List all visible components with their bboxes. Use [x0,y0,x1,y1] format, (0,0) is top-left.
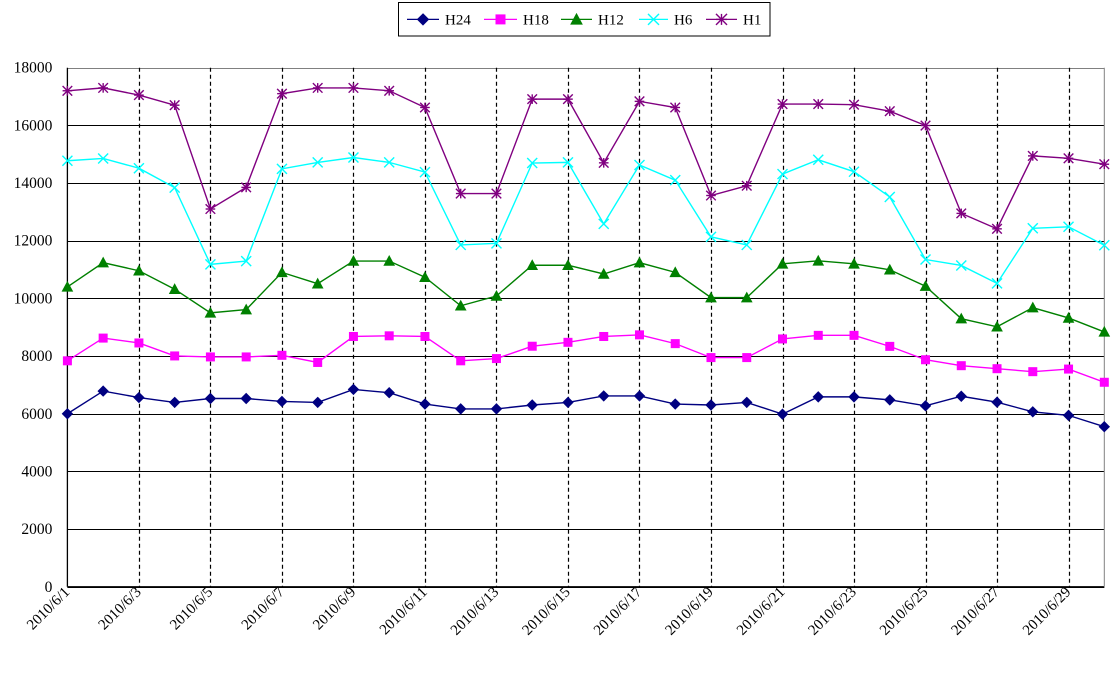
svg-text:H12: H12 [598,12,624,28]
svg-text:2010/6/15: 2010/6/15 [519,584,573,638]
svg-text:H24: H24 [445,12,471,28]
svg-text:4000: 4000 [21,463,52,480]
svg-text:2010/6/19: 2010/6/19 [662,584,716,638]
svg-text:6000: 6000 [21,406,52,423]
svg-text:H6: H6 [674,12,693,28]
svg-text:2010/6/3: 2010/6/3 [96,584,145,633]
svg-text:H18: H18 [523,12,549,28]
svg-text:2010/6/29: 2010/6/29 [1020,584,1074,638]
svg-text:2010/6/5: 2010/6/5 [167,584,216,633]
svg-text:2010/6/21: 2010/6/21 [734,584,788,638]
svg-text:2010/6/9: 2010/6/9 [310,584,359,633]
svg-text:2010/6/23: 2010/6/23 [806,584,860,638]
svg-text:8000: 8000 [21,348,52,365]
svg-text:H1: H1 [743,12,761,28]
svg-text:2000: 2000 [21,521,52,538]
svg-text:10000: 10000 [14,290,53,307]
svg-text:2010/6/27: 2010/6/27 [949,584,1004,639]
svg-text:2010/6/13: 2010/6/13 [448,584,502,638]
svg-text:18000: 18000 [14,60,53,77]
svg-text:16000: 16000 [14,117,53,134]
svg-text:2010/6/25: 2010/6/25 [877,584,931,638]
svg-text:2010/6/7: 2010/6/7 [239,584,288,633]
svg-text:2010/6/11: 2010/6/11 [377,584,431,638]
svg-text:0: 0 [45,579,53,596]
svg-text:2010/6/17: 2010/6/17 [591,584,646,639]
svg-text:12000: 12000 [14,233,53,250]
svg-text:14000: 14000 [14,175,53,192]
